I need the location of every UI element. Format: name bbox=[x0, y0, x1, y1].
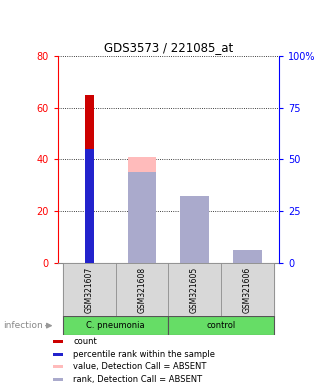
FancyBboxPatch shape bbox=[168, 316, 274, 335]
Bar bbox=[53, 377, 63, 381]
Bar bbox=[127, 172, 156, 263]
Text: GSM321607: GSM321607 bbox=[85, 267, 94, 313]
Text: GSM321608: GSM321608 bbox=[138, 267, 147, 313]
Bar bbox=[84, 94, 94, 263]
FancyBboxPatch shape bbox=[115, 263, 168, 317]
Bar bbox=[53, 340, 63, 343]
Text: GSM321605: GSM321605 bbox=[190, 267, 199, 313]
Text: C. pneumonia: C. pneumonia bbox=[86, 321, 145, 330]
Text: percentile rank within the sample: percentile rank within the sample bbox=[73, 350, 215, 359]
FancyBboxPatch shape bbox=[63, 316, 168, 335]
Text: rank, Detection Call = ABSENT: rank, Detection Call = ABSENT bbox=[73, 375, 202, 384]
Bar bbox=[180, 196, 209, 263]
Bar bbox=[233, 250, 262, 263]
FancyBboxPatch shape bbox=[168, 263, 221, 317]
Text: control: control bbox=[206, 321, 236, 330]
Bar bbox=[84, 149, 94, 263]
Bar bbox=[53, 365, 63, 368]
FancyBboxPatch shape bbox=[221, 263, 274, 317]
Title: GDS3573 / 221085_at: GDS3573 / 221085_at bbox=[104, 41, 233, 55]
Text: infection: infection bbox=[3, 321, 43, 330]
FancyBboxPatch shape bbox=[63, 263, 116, 317]
Bar bbox=[53, 353, 63, 356]
Bar bbox=[127, 157, 156, 263]
Text: value, Detection Call = ABSENT: value, Detection Call = ABSENT bbox=[73, 362, 207, 371]
Text: count: count bbox=[73, 337, 97, 346]
Bar bbox=[180, 196, 209, 263]
Text: GSM321606: GSM321606 bbox=[243, 267, 252, 313]
Bar bbox=[233, 258, 262, 263]
